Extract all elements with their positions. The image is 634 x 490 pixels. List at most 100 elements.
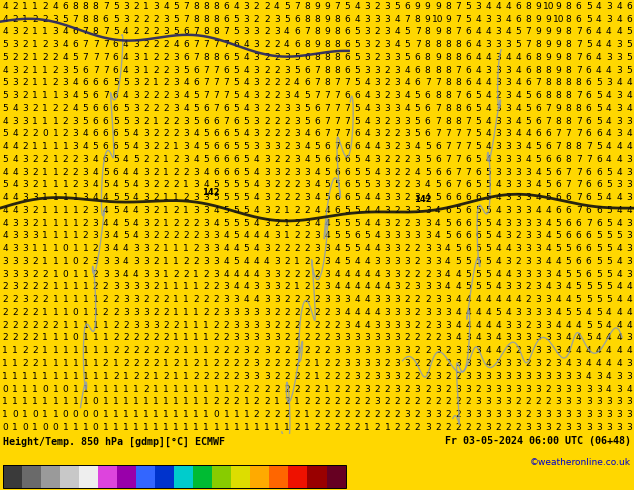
Text: 3: 3 [133,104,139,113]
Text: 7: 7 [224,91,230,100]
Text: 5: 5 [113,15,119,24]
Text: 5: 5 [465,282,471,292]
Text: 1: 1 [63,282,68,292]
Text: 3: 3 [73,117,79,125]
Text: 2: 2 [22,346,28,355]
Text: 8: 8 [536,40,541,49]
Text: 7: 7 [566,180,571,190]
Text: 5: 5 [243,168,249,177]
Text: 3: 3 [495,397,501,406]
Text: 1: 1 [63,397,68,406]
Text: 0: 0 [73,257,79,266]
Text: 6: 6 [294,40,300,49]
Text: 8: 8 [455,104,461,113]
Text: 3: 3 [385,2,391,11]
Text: 2: 2 [32,282,38,292]
Text: 3: 3 [626,193,632,202]
Text: 9: 9 [555,40,561,49]
Text: 2: 2 [354,410,360,419]
Text: 4: 4 [616,142,622,151]
Text: 5: 5 [596,117,602,125]
Text: 3: 3 [616,180,622,190]
Text: 6: 6 [425,129,430,138]
Text: 8: 8 [82,15,88,24]
Text: 1: 1 [173,334,179,343]
Text: 4: 4 [365,206,370,215]
Text: 1: 1 [133,423,139,432]
Text: 2: 2 [284,257,290,266]
Text: 4: 4 [576,334,581,343]
Text: 6: 6 [354,231,360,241]
Text: 7: 7 [576,66,581,74]
Text: 2: 2 [314,295,320,304]
Text: 5: 5 [576,308,581,317]
Text: 3: 3 [435,308,441,317]
Text: 3: 3 [173,66,179,74]
Text: 1: 1 [173,257,179,266]
Text: 2: 2 [284,180,290,190]
Text: 3: 3 [536,385,541,393]
Text: 1: 1 [113,359,119,368]
Text: 3: 3 [555,385,561,393]
Text: 1: 1 [274,397,280,406]
Text: 1: 1 [53,346,58,355]
Text: 7: 7 [455,66,461,74]
Text: 1: 1 [32,142,38,151]
Text: 4: 4 [354,321,360,330]
Text: 4: 4 [465,321,471,330]
Bar [269,465,288,488]
Text: 3: 3 [495,168,501,177]
Text: 9: 9 [555,104,561,113]
Bar [98,465,117,488]
Bar [155,465,174,488]
Text: 4: 4 [455,282,461,292]
Text: 3: 3 [616,410,622,419]
Text: 6: 6 [233,168,240,177]
Text: 3: 3 [12,257,18,266]
Text: 7: 7 [324,104,330,113]
Text: 8: 8 [555,117,561,125]
Text: 2: 2 [404,180,410,190]
Text: 2: 2 [314,270,320,279]
Text: 1: 1 [123,385,129,393]
Text: 3: 3 [394,334,401,343]
Text: 5: 5 [173,15,179,24]
Text: 2: 2 [153,206,158,215]
Text: 3: 3 [445,308,451,317]
Text: 3: 3 [394,117,401,125]
Text: 5: 5 [455,244,461,253]
Text: 5: 5 [526,117,531,125]
Text: 7: 7 [73,15,79,24]
Text: 7: 7 [576,155,581,164]
Text: 1: 1 [274,423,280,432]
Text: 3: 3 [626,155,632,164]
Text: 2: 2 [3,334,8,343]
Text: 4: 4 [505,2,511,11]
Text: 4: 4 [123,91,129,100]
Text: 6: 6 [224,168,230,177]
Text: 1: 1 [63,295,68,304]
Text: 8: 8 [204,53,209,62]
Text: 3: 3 [415,385,420,393]
Text: 1: 1 [93,359,98,368]
Text: 5: 5 [586,295,592,304]
Text: 3: 3 [334,346,340,355]
Text: 1: 1 [12,346,18,355]
Text: 6: 6 [576,244,581,253]
Text: 1: 1 [204,346,209,355]
Text: 6: 6 [93,104,98,113]
Text: 2: 2 [153,193,158,202]
Text: 2: 2 [22,142,28,151]
Text: 4: 4 [334,282,340,292]
Text: 7: 7 [576,40,581,49]
Text: 3: 3 [475,397,481,406]
Text: 1: 1 [63,219,68,228]
Text: 3: 3 [526,206,531,215]
Text: 4: 4 [3,193,8,202]
Text: 3: 3 [505,78,511,87]
Text: 1: 1 [73,282,79,292]
Text: 6: 6 [465,66,471,74]
Text: 3: 3 [12,91,18,100]
Text: 6: 6 [445,206,451,215]
Text: 3: 3 [536,270,541,279]
